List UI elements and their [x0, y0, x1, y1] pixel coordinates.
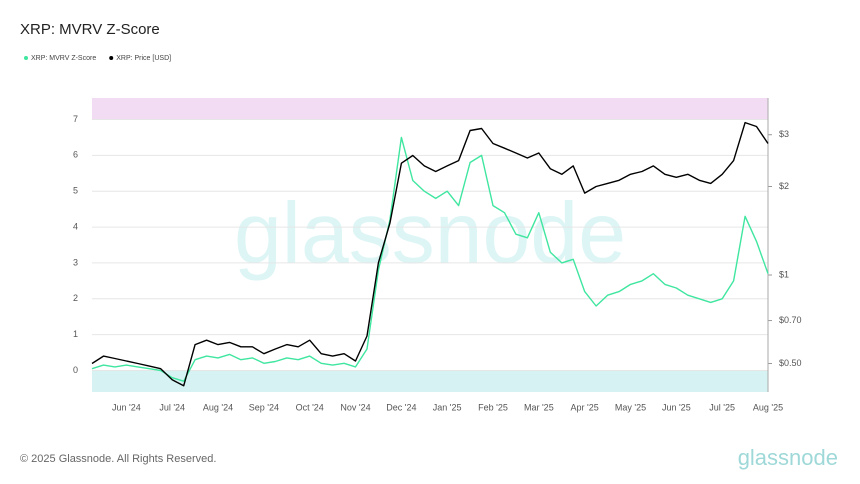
x-tick-label: Aug '24: [203, 402, 233, 412]
upper-band: [92, 98, 768, 120]
y-tick-label: 6: [73, 150, 78, 160]
x-tick-label: Oct '24: [296, 402, 324, 412]
y-tick-label: 3: [73, 257, 78, 267]
x-tick-label: Jan '25: [433, 402, 462, 412]
y-tick-label: 2: [73, 293, 78, 303]
y2-tick-label: $0.70: [779, 315, 802, 325]
x-tick-label: Jul '25: [709, 402, 735, 412]
x-tick-label: Jun '24: [112, 402, 141, 412]
y2-tick-label: $2: [779, 181, 789, 191]
watermark: glassnode: [234, 186, 626, 282]
x-tick-label: Dec '24: [386, 402, 416, 412]
x-tick-label: Jun '25: [662, 402, 691, 412]
y2-tick-label: $0.50: [779, 358, 802, 368]
legend-marker: [109, 56, 114, 60]
lower-band: [92, 370, 768, 392]
x-tick-label: Sep '24: [249, 402, 279, 412]
y2-tick-label: $1: [779, 269, 789, 279]
y-tick-label: 4: [73, 221, 78, 231]
y2-tick-label: $3: [779, 129, 789, 139]
x-tick-label: Apr '25: [571, 402, 599, 412]
y-tick-label: 5: [73, 186, 78, 196]
series-line: [91, 121, 769, 387]
y-tick-label: 1: [73, 329, 78, 339]
legend-label: XRP: Price [USD]: [116, 55, 171, 62]
y-tick-label: 7: [73, 114, 78, 124]
y-tick-label: 0: [73, 365, 78, 375]
x-tick-label: Feb '25: [478, 402, 508, 412]
x-tick-label: May '25: [615, 402, 646, 412]
x-tick-label: Nov '24: [340, 402, 370, 412]
x-tick-label: Mar '25: [524, 402, 554, 412]
chart-title: XRP: MVRV Z-Score: [20, 21, 160, 38]
series-line: [91, 136, 769, 382]
legend-marker: [24, 56, 28, 60]
x-tick-label: Jul '24: [159, 402, 185, 412]
logo: glassnode: [738, 445, 838, 470]
x-tick-label: Aug '25: [753, 402, 783, 412]
legend-label: XRP: MVRV Z-Score: [31, 55, 96, 62]
footer: © 2025 Glassnode. All Rights Reserved.: [20, 453, 216, 465]
